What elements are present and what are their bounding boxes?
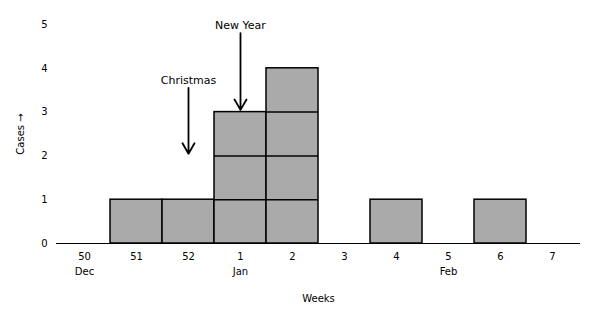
- svg-text:0: 0: [41, 238, 47, 249]
- svg-text:50: 50: [78, 251, 91, 262]
- svg-text:Weeks: Weeks: [302, 293, 335, 304]
- svg-text:New Year: New Year: [215, 19, 266, 32]
- svg-text:3: 3: [41, 106, 47, 117]
- svg-text:2: 2: [41, 150, 47, 161]
- svg-text:6: 6: [497, 251, 503, 262]
- svg-text:3: 3: [341, 251, 347, 262]
- svg-text:7: 7: [549, 251, 555, 262]
- svg-text:Jan: Jan: [232, 266, 248, 277]
- svg-text:2: 2: [289, 251, 295, 262]
- svg-text:4: 4: [393, 251, 399, 262]
- svg-text:Dec: Dec: [75, 266, 94, 277]
- svg-text:51: 51: [130, 251, 143, 262]
- svg-text:Christmas: Christmas: [161, 74, 217, 87]
- svg-text:Cases →: Cases →: [15, 113, 26, 154]
- svg-text:1: 1: [41, 194, 47, 205]
- svg-text:1: 1: [237, 251, 243, 262]
- svg-text:Feb: Feb: [440, 266, 458, 277]
- svg-text:5: 5: [445, 251, 451, 262]
- svg-text:4: 4: [41, 63, 47, 74]
- svg-text:52: 52: [182, 251, 195, 262]
- svg-text:5: 5: [41, 19, 47, 30]
